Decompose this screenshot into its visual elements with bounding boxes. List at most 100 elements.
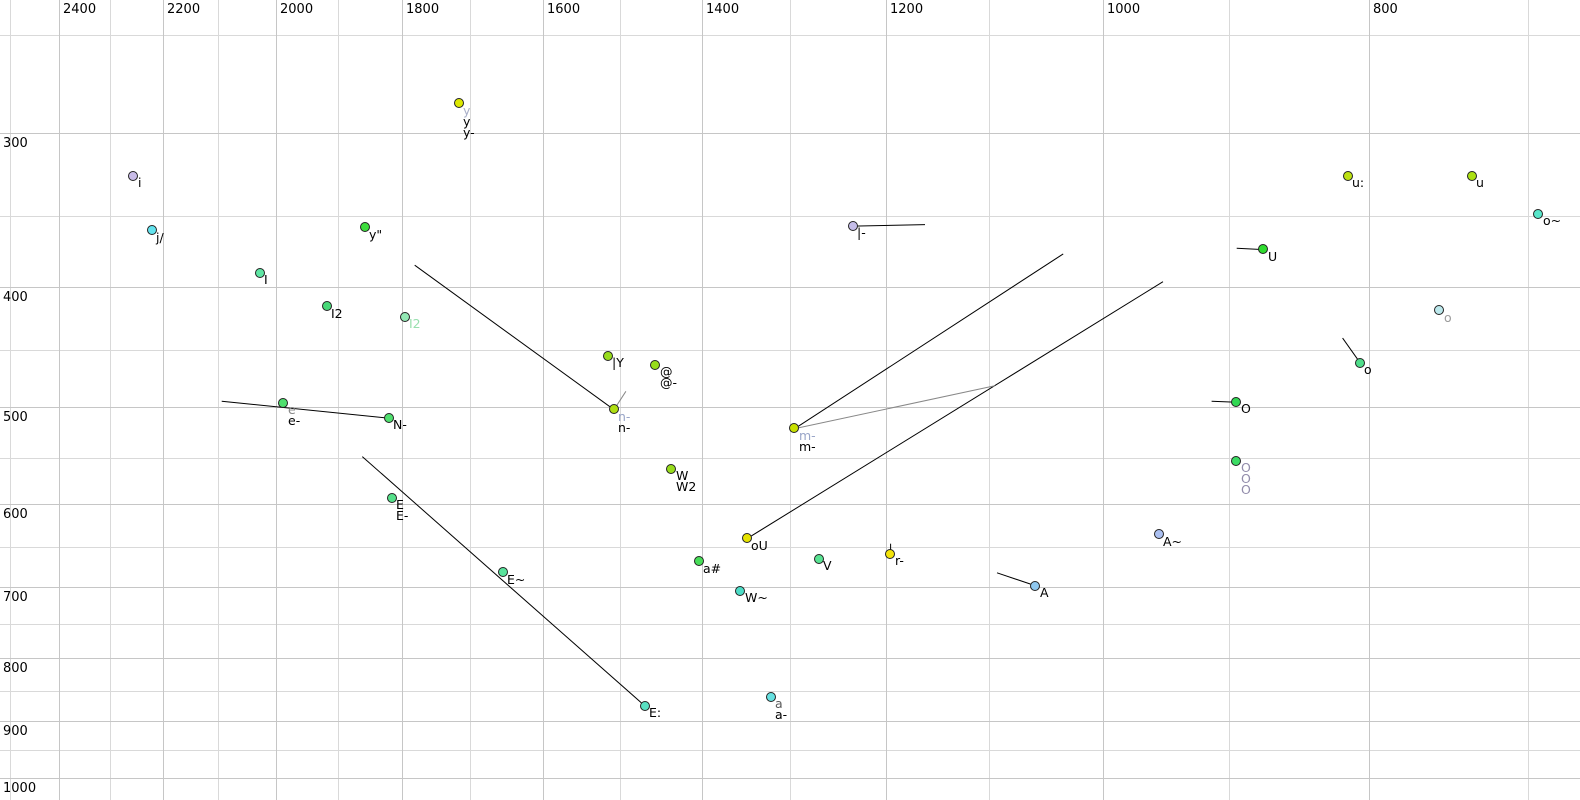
data-point-label: r- xyxy=(895,553,904,568)
data-point-marker xyxy=(1030,580,1041,591)
data-point-label: |Y xyxy=(612,355,624,370)
connector-line xyxy=(746,281,1164,540)
data-point-label: O xyxy=(1241,471,1251,486)
y-tick-label: 600 xyxy=(3,507,28,522)
data-point-label: A xyxy=(1040,585,1049,600)
data-point-label: a- xyxy=(775,707,788,722)
data-point-marker xyxy=(386,492,397,503)
gridline xyxy=(702,0,703,800)
connector-line xyxy=(221,400,389,419)
gridline xyxy=(110,0,111,800)
data-point-label: E~ xyxy=(507,572,526,587)
gridline xyxy=(0,35,1580,36)
x-tick-label: 2400 xyxy=(63,2,97,17)
gridline xyxy=(0,587,1580,588)
data-point-label: W~ xyxy=(745,590,768,605)
data-point-marker xyxy=(693,556,704,567)
gridline xyxy=(59,0,60,800)
data-point-label: W2 xyxy=(676,479,697,494)
data-point-marker xyxy=(128,170,139,181)
data-point-marker xyxy=(1533,208,1544,219)
data-point-label: W xyxy=(676,468,689,483)
data-point-marker xyxy=(1258,244,1269,255)
data-point-label: @- xyxy=(660,375,678,390)
data-point-label: @ xyxy=(660,364,673,379)
data-point-label: I xyxy=(264,272,268,287)
data-point-marker xyxy=(453,98,464,109)
gridline xyxy=(1229,0,1230,800)
gridline xyxy=(0,407,1580,408)
x-tick-label: 2200 xyxy=(167,2,201,17)
data-point-marker xyxy=(1434,305,1445,316)
x-tick-label: 1800 xyxy=(406,2,440,17)
data-point-label: a# xyxy=(703,561,722,576)
gridline xyxy=(543,0,544,800)
data-point-label: o~ xyxy=(1543,213,1562,228)
gridline xyxy=(1369,0,1370,800)
data-point-marker xyxy=(650,360,661,370)
y-tick-label: 400 xyxy=(3,290,28,305)
gridline xyxy=(218,0,219,800)
gridline xyxy=(0,750,1580,751)
data-point-label: n- xyxy=(618,409,631,424)
data-point-label: o xyxy=(1364,362,1372,377)
gridline xyxy=(0,547,1580,548)
data-point-label: E: xyxy=(649,705,662,720)
data-point-label: |- xyxy=(857,225,866,240)
data-point-marker xyxy=(383,412,394,423)
connector-line xyxy=(853,224,926,227)
gridline xyxy=(1103,0,1104,800)
gridline xyxy=(0,691,1580,692)
gridline xyxy=(276,0,277,800)
gridline xyxy=(470,0,471,800)
data-point-label: j/ xyxy=(156,230,164,245)
x-tick-label: 1600 xyxy=(547,2,581,17)
gridline xyxy=(163,0,164,800)
data-point-marker xyxy=(1153,529,1164,540)
data-point-label: y- xyxy=(463,125,475,140)
x-tick-label: 800 xyxy=(1373,2,1398,17)
connector-line xyxy=(996,572,1036,587)
gridline xyxy=(0,624,1580,625)
data-point-label: y xyxy=(463,103,471,118)
y-tick-label: 300 xyxy=(3,136,28,151)
connector-line xyxy=(794,385,995,430)
data-point-marker xyxy=(666,463,677,474)
data-point-marker xyxy=(885,549,896,559)
data-point-label: N- xyxy=(393,417,407,432)
gridline xyxy=(0,778,1580,779)
gridline xyxy=(0,658,1580,659)
data-point-label: O xyxy=(1241,460,1251,475)
data-point-label: E xyxy=(396,497,404,512)
gridline xyxy=(0,287,1580,288)
data-point-marker xyxy=(847,220,858,231)
data-point-label: i xyxy=(138,175,142,190)
x-tick-label: 1200 xyxy=(890,2,924,17)
gridline xyxy=(0,216,1580,217)
data-point-marker xyxy=(400,311,410,322)
data-point-label: y" xyxy=(369,227,383,242)
gridline xyxy=(402,0,403,800)
data-point-marker xyxy=(813,553,824,564)
gridline xyxy=(0,504,1580,505)
data-point-label: e xyxy=(288,402,296,417)
gridline xyxy=(1528,0,1529,800)
data-point-label: O xyxy=(1241,401,1251,416)
data-point-label: m- xyxy=(799,439,816,454)
data-point-marker xyxy=(765,691,776,702)
data-point-marker xyxy=(359,222,370,233)
gridline xyxy=(886,0,887,800)
gridline xyxy=(989,0,990,800)
data-point-marker xyxy=(146,225,157,236)
y-tick-label: 900 xyxy=(3,724,28,739)
data-point-label: y xyxy=(463,114,471,129)
data-point-label: a xyxy=(775,696,783,711)
x-tick-label: 1000 xyxy=(1107,2,1141,17)
y-tick-label: 1000 xyxy=(3,781,37,796)
data-point-marker xyxy=(497,567,508,578)
gridline xyxy=(0,721,1580,722)
data-point-marker xyxy=(1231,456,1242,467)
data-point-label: oU xyxy=(751,538,768,553)
data-point-label: E- xyxy=(396,508,409,523)
